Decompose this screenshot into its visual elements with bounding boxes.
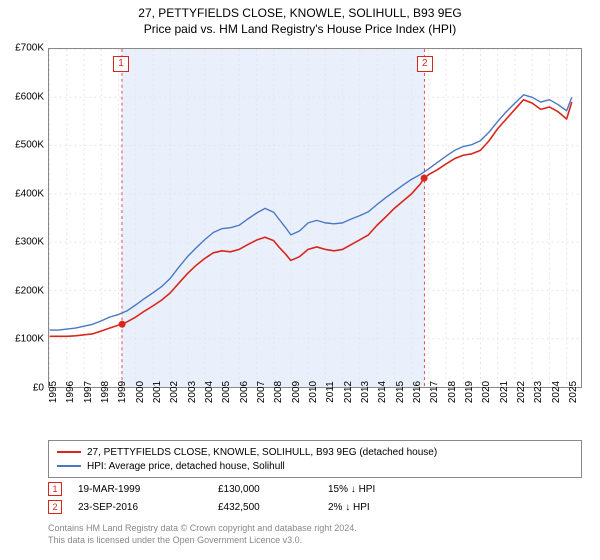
y-tick-label: £200K bbox=[15, 285, 44, 296]
event-date: 19-MAR-1999 bbox=[78, 484, 218, 495]
x-tick-label: 2007 bbox=[256, 381, 267, 403]
x-tick-label: 2025 bbox=[568, 381, 579, 403]
y-tick-label: £500K bbox=[15, 140, 44, 151]
x-tick-label: 2013 bbox=[360, 381, 371, 403]
y-tick-label: £600K bbox=[15, 91, 44, 102]
chart-svg bbox=[49, 49, 581, 387]
event-price: £432,500 bbox=[218, 502, 328, 513]
plot-area bbox=[48, 48, 582, 388]
x-tick-label: 2018 bbox=[447, 381, 458, 403]
x-tick-label: 2014 bbox=[377, 381, 388, 403]
x-tick-label: 2005 bbox=[221, 381, 232, 403]
x-tick-label: 1998 bbox=[100, 381, 111, 403]
y-tick-label: £100K bbox=[15, 334, 44, 345]
event-price: £130,000 bbox=[218, 484, 328, 495]
footer-line-1: Contains HM Land Registry data © Crown c… bbox=[48, 522, 582, 534]
x-tick-label: 2021 bbox=[499, 381, 510, 403]
x-tick-label: 2016 bbox=[412, 381, 423, 403]
x-tick-label: 2024 bbox=[551, 381, 562, 403]
x-tick-label: 2001 bbox=[152, 381, 163, 403]
chart-event-badge: 1 bbox=[113, 56, 129, 72]
x-tick-label: 2009 bbox=[291, 381, 302, 403]
event-delta: 15% ↓ HPI bbox=[328, 484, 375, 495]
x-tick-label: 2003 bbox=[187, 381, 198, 403]
y-tick-label: £700K bbox=[15, 43, 44, 54]
event-row: 2 23-SEP-2016£432,5002% ↓ HPI bbox=[48, 498, 582, 516]
y-tick-label: £300K bbox=[15, 237, 44, 248]
x-tick-label: 2006 bbox=[239, 381, 250, 403]
legend-item: HPI: Average price, detached house, Soli… bbox=[57, 459, 573, 473]
x-tick-label: 2023 bbox=[533, 381, 544, 403]
x-tick-label: 2008 bbox=[273, 381, 284, 403]
x-tick-label: 2022 bbox=[516, 381, 527, 403]
x-tick-label: 2019 bbox=[464, 381, 475, 403]
event-date: 23-SEP-2016 bbox=[78, 502, 218, 513]
legend: 27, PETTYFIELDS CLOSE, KNOWLE, SOLIHULL,… bbox=[48, 440, 582, 478]
legend-swatch bbox=[57, 465, 81, 467]
footer-attribution: Contains HM Land Registry data © Crown c… bbox=[48, 522, 582, 546]
chart-event-badge: 2 bbox=[417, 56, 433, 72]
x-tick-label: 1999 bbox=[117, 381, 128, 403]
x-tick-label: 2012 bbox=[343, 381, 354, 403]
event-badge: 1 bbox=[48, 482, 62, 496]
x-tick-label: 2011 bbox=[325, 381, 336, 403]
x-tick-label: 2004 bbox=[204, 381, 215, 403]
x-tick-label: 1996 bbox=[65, 381, 76, 403]
chart-subtitle: Price paid vs. HM Land Registry's House … bbox=[0, 22, 600, 36]
x-tick-label: 1997 bbox=[83, 381, 94, 403]
x-tick-label: 2020 bbox=[481, 381, 492, 403]
y-tick-label: £0 bbox=[33, 383, 44, 394]
footer-line-2: This data is licensed under the Open Gov… bbox=[48, 534, 582, 546]
chart-title: 27, PETTYFIELDS CLOSE, KNOWLE, SOLIHULL,… bbox=[0, 6, 600, 20]
events-table: 1 19-MAR-1999£130,00015% ↓ HPI 2 23-SEP-201… bbox=[48, 480, 582, 516]
x-tick-label: 1995 bbox=[48, 381, 59, 403]
x-tick-label: 2002 bbox=[169, 381, 180, 403]
title-block: 27, PETTYFIELDS CLOSE, KNOWLE, SOLIHULL,… bbox=[0, 0, 600, 36]
event-row: 1 19-MAR-1999£130,00015% ↓ HPI bbox=[48, 480, 582, 498]
event-delta: 2% ↓ HPI bbox=[328, 502, 370, 513]
y-tick-label: £400K bbox=[15, 188, 44, 199]
x-tick-label: 2017 bbox=[429, 381, 440, 403]
x-tick-label: 2010 bbox=[308, 381, 319, 403]
legend-label: 27, PETTYFIELDS CLOSE, KNOWLE, SOLIHULL,… bbox=[87, 447, 437, 458]
legend-label: HPI: Average price, detached house, Soli… bbox=[87, 461, 285, 472]
x-tick-label: 2000 bbox=[135, 381, 146, 403]
chart-container: 27, PETTYFIELDS CLOSE, KNOWLE, SOLIHULL,… bbox=[0, 0, 600, 560]
x-tick-label: 2015 bbox=[395, 381, 406, 403]
legend-swatch bbox=[57, 451, 81, 453]
legend-item: 27, PETTYFIELDS CLOSE, KNOWLE, SOLIHULL,… bbox=[57, 445, 573, 459]
event-badge: 2 bbox=[48, 500, 62, 514]
